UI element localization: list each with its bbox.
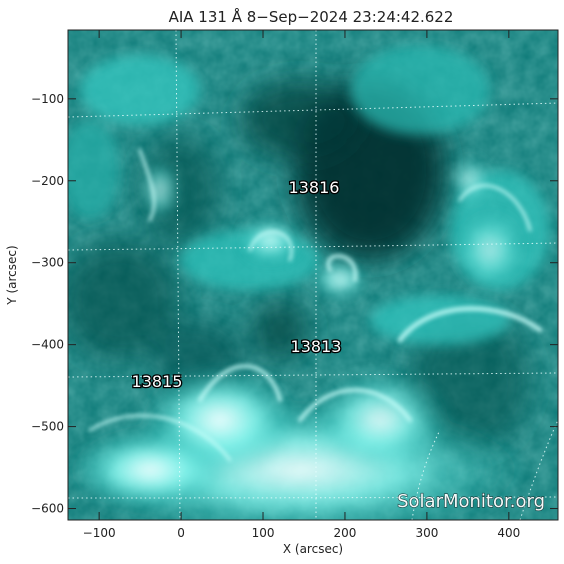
x-tick-label: 400 bbox=[497, 526, 520, 540]
coronal-loops bbox=[88, 148, 543, 462]
y-axis: −100 −200 −300 −400 −500 −600 bbox=[31, 92, 558, 516]
x-tick-label: −100 bbox=[83, 526, 116, 540]
y-tick-label: −200 bbox=[31, 174, 64, 188]
image-title: AIA 131 Å 8−Sep−2024 23:24:42.622 bbox=[169, 7, 454, 26]
x-tick-label: 300 bbox=[415, 526, 438, 540]
x-axis-label: X (arcsec) bbox=[283, 542, 343, 556]
x-tick-label: 0 bbox=[177, 526, 185, 540]
heliographic-grid bbox=[68, 30, 558, 520]
y-tick-label: −400 bbox=[31, 338, 64, 352]
y-tick-label: −500 bbox=[31, 420, 64, 434]
active-region-label: 13816 bbox=[289, 178, 340, 197]
watermark: SolarMonitor.org bbox=[397, 491, 545, 512]
y-tick-label: −300 bbox=[31, 256, 64, 270]
plot-frame bbox=[67, 29, 559, 521]
x-axis: −100 0 100 200 300 400 bbox=[83, 30, 520, 540]
solar-image: SolarMonitor.org bbox=[68, 30, 558, 520]
y-tick-label: −100 bbox=[31, 92, 64, 106]
active-region-label: 13815 bbox=[132, 372, 183, 391]
x-tick-label: 100 bbox=[252, 526, 275, 540]
active-region-label: 13813 bbox=[291, 337, 342, 356]
y-axis-label: Y (arcsec) bbox=[5, 245, 19, 305]
y-tick-label: −600 bbox=[31, 502, 64, 516]
x-tick-label: 200 bbox=[334, 526, 357, 540]
bright-emission bbox=[70, 155, 530, 520]
active-region-labels: 13816 13813 13815 bbox=[130, 177, 343, 393]
